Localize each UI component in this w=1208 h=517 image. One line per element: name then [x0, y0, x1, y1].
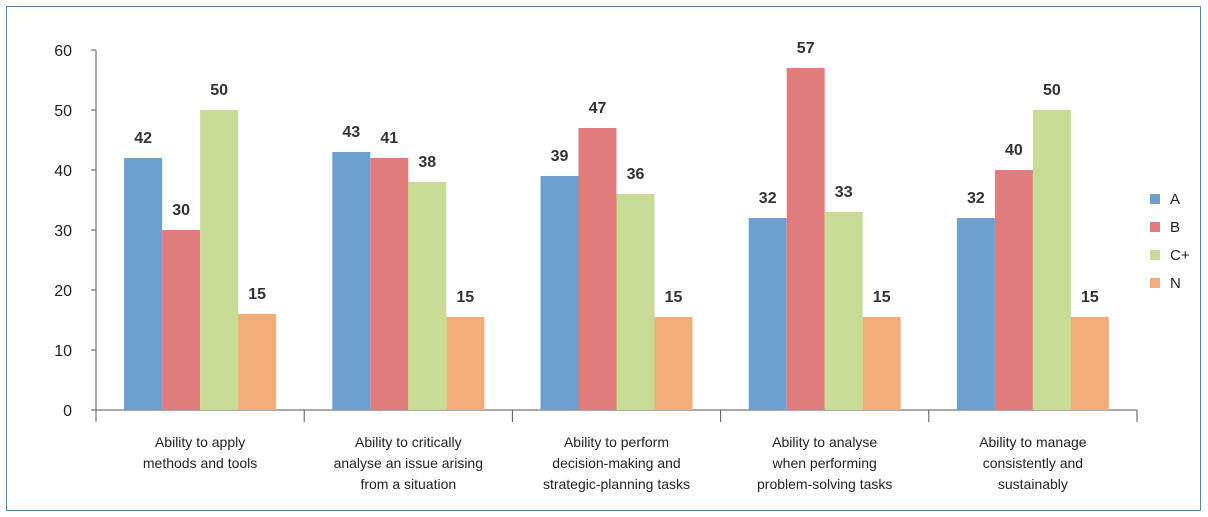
- bar-cplus: [616, 194, 655, 410]
- bar-a: [748, 218, 787, 410]
- y-tick-label: 10: [54, 343, 72, 360]
- data-label: 15: [248, 286, 266, 303]
- y-tick-label: 60: [54, 43, 72, 60]
- legend-label: C+: [1170, 247, 1190, 264]
- bar-b: [786, 68, 825, 410]
- bar-b: [162, 230, 201, 410]
- bar-a: [124, 158, 163, 410]
- data-label: 40: [1005, 142, 1023, 159]
- bar-n: [446, 317, 485, 410]
- category-label: when performing: [772, 455, 877, 471]
- x-axis: [95, 409, 1138, 422]
- bar-n: [654, 317, 693, 410]
- category-label: methods and tools: [143, 455, 257, 471]
- category-label: strategic-planning tasks: [543, 476, 690, 492]
- data-label: 36: [627, 166, 645, 183]
- data-label: 38: [418, 154, 436, 171]
- y-tick-label: 20: [54, 283, 72, 300]
- bar-n: [1070, 317, 1109, 410]
- bar-b: [994, 170, 1033, 410]
- data-label: 32: [759, 190, 777, 207]
- legend-swatch: [1150, 278, 1160, 288]
- bar-n: [238, 314, 277, 410]
- data-label: 47: [589, 100, 607, 117]
- data-label: 15: [665, 289, 683, 306]
- category-label: Ability to analyse: [772, 434, 877, 450]
- y-tick-label: 40: [54, 163, 72, 180]
- y-axis: 0 10 20 30 40 50 60: [54, 43, 97, 420]
- bar-a: [332, 152, 371, 410]
- category-label: consistently and: [983, 455, 1083, 471]
- data-label: 50: [1043, 82, 1061, 99]
- data-label: 42: [134, 130, 152, 147]
- data-label: 32: [967, 190, 985, 207]
- legend-swatch: [1150, 250, 1160, 260]
- bar-cplus: [824, 212, 863, 410]
- legend: AB C+ N: [1150, 191, 1190, 292]
- category-label: decision-making and: [552, 455, 680, 471]
- data-label: 15: [873, 289, 891, 306]
- data-label: 41: [380, 130, 398, 147]
- y-tick-label: 0: [63, 403, 72, 420]
- bar-b: [370, 158, 409, 410]
- y-tick-label: 30: [54, 223, 72, 240]
- bar-cplus: [1032, 110, 1071, 410]
- category-labels-group: Ability to apply methods and tools Ability…: [143, 434, 1087, 492]
- category-label: Ability to apply: [155, 434, 245, 450]
- bar-a: [956, 218, 995, 410]
- bar-cplus: [200, 110, 239, 410]
- data-label: 57: [797, 40, 815, 57]
- data-label: 15: [1081, 289, 1099, 306]
- legend-swatch: [1150, 194, 1160, 204]
- data-labels-group: 42 30 50 15 43 41 38 15 39 47 36 15 32 57 33 15 32 40 50 15: [134, 40, 1099, 306]
- legend-label: N: [1170, 275, 1181, 292]
- bar-b: [578, 128, 617, 410]
- data-label: 50: [210, 82, 228, 99]
- y-tick-label: 50: [54, 103, 72, 120]
- category-label: Ability to critically: [355, 434, 462, 450]
- category-label: Ability to perform: [564, 434, 669, 450]
- data-label: 43: [342, 124, 360, 141]
- category-label: from a situation: [360, 476, 456, 492]
- legend-swatch: [1150, 222, 1160, 232]
- bar-a: [540, 176, 579, 410]
- data-label: 39: [551, 148, 569, 165]
- legend-label: B: [1170, 219, 1180, 236]
- category-label: problem-solving tasks: [757, 476, 892, 492]
- bar-cplus: [408, 182, 447, 410]
- data-label: 15: [456, 289, 474, 306]
- bars-group: [124, 68, 1109, 410]
- legend-label: A: [1170, 191, 1180, 208]
- bar-n: [862, 317, 901, 410]
- category-label: sustainably: [998, 476, 1068, 492]
- data-label: 33: [835, 184, 853, 201]
- data-label: 30: [172, 202, 190, 219]
- category-label: analyse an issue arising: [334, 455, 483, 471]
- category-label: Ability to manage: [979, 434, 1087, 450]
